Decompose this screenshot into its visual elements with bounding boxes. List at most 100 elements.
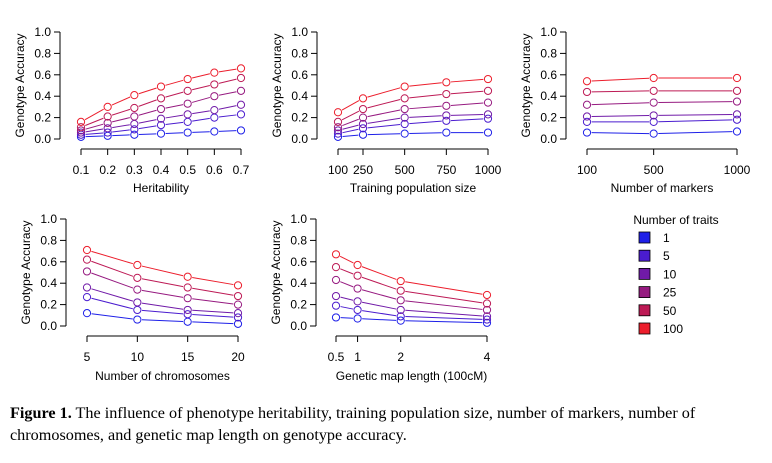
series-10-segment [591,115,650,117]
legend-label: 5 [663,249,670,263]
series-100-segment [192,73,210,79]
series-5-point [130,125,139,134]
y-tick-label: 0.2 [40,298,57,312]
y-tick-label: 1.0 [40,212,57,226]
series-5-point [233,313,243,322]
series-100-point [582,77,592,86]
series-5-segment [218,114,237,118]
series-50-segment [405,290,483,304]
series-50-point [732,86,742,95]
series-25-segment [112,117,130,123]
series-50-point [133,273,142,282]
y-tick-label: 1.0 [291,25,308,39]
series-25-point [442,101,451,110]
y-tick-label: 0.6 [34,68,51,82]
series-25-segment [85,123,104,130]
chart-panel-5: 0.0 0.2 0.4 0.6 0.8 1.0 Genotype Accuracy 0.5 1 2… [269,212,492,383]
series-100-segment [367,87,401,98]
series-1-point [183,317,192,326]
y-tick-label: 1.0 [34,25,51,39]
series-100-point [103,102,112,112]
series-25-segment [367,109,401,118]
series-1-segment [141,319,184,323]
x-tick-label: 0.2 [99,163,116,177]
series-10-segment [141,302,184,310]
series-5-segment [409,120,442,125]
series-1-segment [138,133,157,136]
series-10-segment [91,288,134,302]
series-100-segment [91,250,134,265]
series-50-point [582,87,592,97]
y-tick-label: 0.2 [290,298,307,312]
x-tick-label: 0.3 [126,163,143,177]
series-1-segment [591,132,650,135]
x-axis-label: Training population size [350,181,477,195]
series-100-point [156,82,166,91]
series-5-point [482,315,492,324]
x-tick-label: 1 [354,350,361,364]
y-tick-label: 1.0 [540,25,557,39]
y-tick-label: 0.4 [34,89,51,103]
series-10-point [183,110,192,119]
series-10-point [400,113,409,122]
series-50-segment [111,108,131,116]
series-50-segment [192,85,210,91]
series-25-segment [658,101,733,104]
series-25-point [582,100,592,109]
y-tick-label: 0.4 [540,89,557,103]
series-10-point [103,124,112,133]
series-100-point [732,73,742,83]
series-1-point [183,128,192,137]
series-10-point [156,114,166,123]
series-10-point [130,119,139,129]
series-25-point [210,92,219,101]
figure-panels: 0.0 0.2 0.4 0.6 0.8 1.0 Genotype Accuracy 0.1 0.… [13,25,751,383]
series-100-segment [409,82,442,87]
series-100-point [442,78,451,87]
series-50-point [333,117,343,126]
series-50-point [396,286,405,295]
series-1-segment [192,321,234,325]
y-axis-label: Genotype Accuracy [19,220,33,324]
series-25-point [183,294,192,303]
x-tick-label: 15 [181,350,195,364]
series-50-segment [218,78,237,84]
series-100-segment [218,68,237,73]
series-5-segment [367,123,401,129]
series-50-point [76,123,86,132]
series-1-segment [91,313,133,320]
x-axis-label: Heritability [133,181,189,195]
series-1-point [76,132,86,141]
series-100-segment [141,265,184,277]
series-100-point [353,260,362,270]
series-1-point [233,319,243,328]
series-10-point [183,305,192,315]
series-5-point [156,120,166,130]
series-25-point [233,300,243,309]
legend-label: 10 [663,267,677,281]
series-1-point [133,315,142,324]
series-1-point [442,128,451,137]
series-25-segment [165,104,184,109]
series-10-point [482,312,492,321]
series-25-segment [141,289,184,298]
y-tick-label: 0.0 [291,132,308,146]
series-1-point [358,130,368,139]
series-100-segment [450,78,484,83]
series-100-point [396,276,405,286]
series-1-segment [405,320,483,324]
series-25-point [103,118,112,128]
series-5-segment [85,132,104,135]
y-tick-label: 0.4 [290,276,307,290]
series-10-point [236,100,246,109]
y-tick-label: 0.8 [34,46,51,60]
x-tick-label: 1000 [475,163,502,177]
series-1-segment [367,133,401,136]
series-50-point [649,86,658,95]
series-50-segment [91,260,134,277]
series-25-point [732,97,742,106]
series-100-point [358,94,368,103]
series-1-point [236,126,246,135]
x-tick-label: 500 [644,163,664,177]
x-tick-label: 500 [395,163,415,177]
